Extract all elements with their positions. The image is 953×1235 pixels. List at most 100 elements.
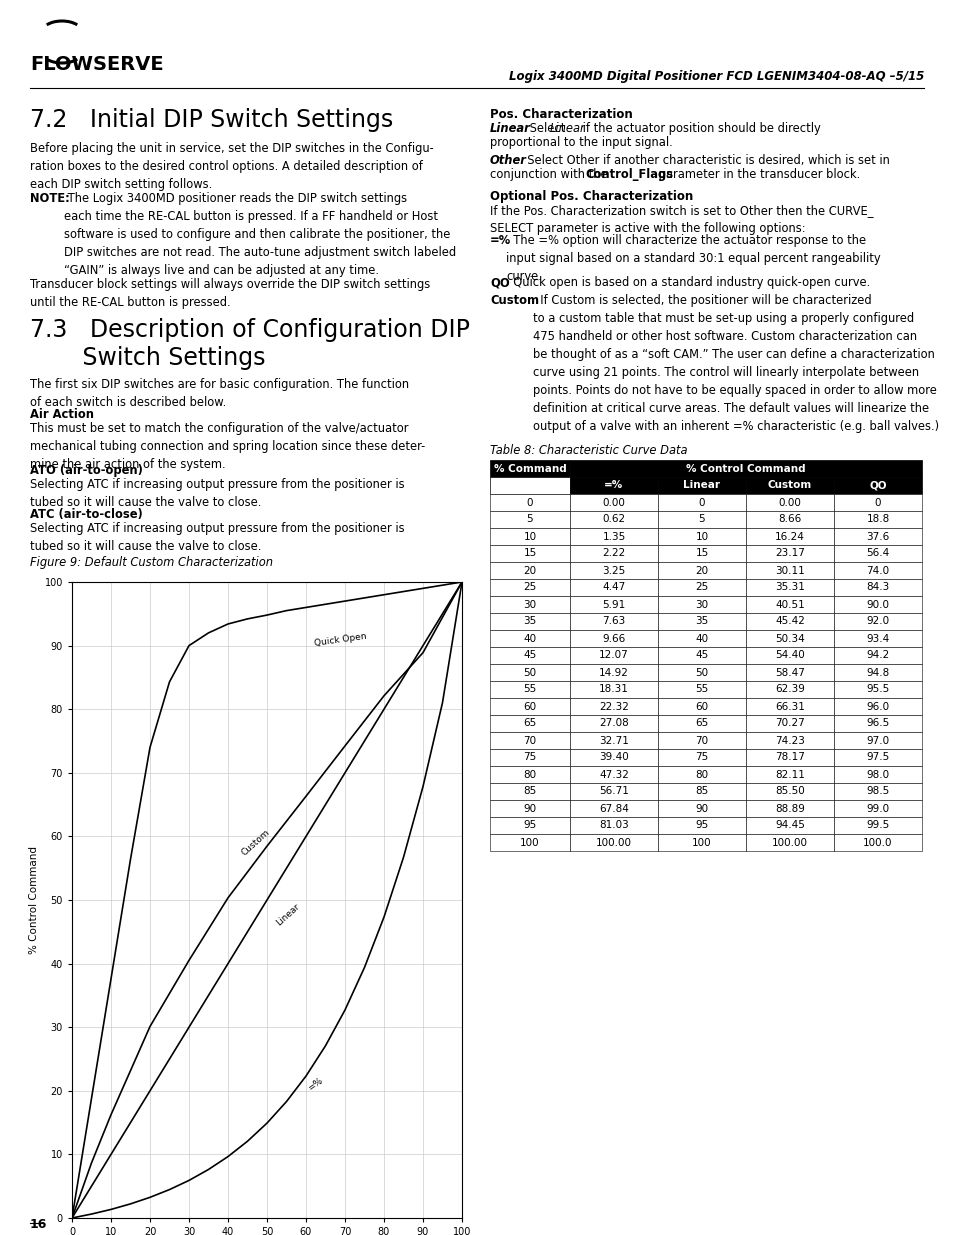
Text: 85.50: 85.50 (774, 787, 804, 797)
Bar (658, 477, 745, 494)
Bar (569, 529, 658, 545)
Bar (745, 748, 833, 766)
Bar (658, 664, 745, 680)
Text: 55: 55 (523, 684, 536, 694)
Bar (569, 562, 658, 579)
Text: 97.0: 97.0 (865, 736, 888, 746)
Bar (490, 800, 569, 818)
Text: 66.31: 66.31 (774, 701, 804, 711)
Text: 12.07: 12.07 (598, 651, 628, 661)
Text: 5: 5 (526, 515, 533, 525)
Bar (490, 597, 569, 613)
Text: 7.3   Description of Configuration DIP
       Switch Settings: 7.3 Description of Configuration DIP Swi… (30, 317, 470, 369)
Text: 58.47: 58.47 (774, 667, 804, 678)
Text: 98.5: 98.5 (865, 787, 889, 797)
Text: 5.91: 5.91 (601, 599, 625, 610)
Text: Selecting ATC if increasing output pressure from the positioner is
tubed so it w: Selecting ATC if increasing output press… (30, 522, 404, 553)
Bar (745, 494, 833, 511)
Bar (658, 732, 745, 748)
Text: 65: 65 (695, 719, 708, 729)
Bar (833, 715, 921, 732)
Text: 92.0: 92.0 (865, 616, 888, 626)
Text: Transducer block settings will always override the DIP switch settings
until the: Transducer block settings will always ov… (30, 278, 430, 309)
Text: 7.63: 7.63 (601, 616, 625, 626)
Text: 84.3: 84.3 (865, 583, 889, 593)
Text: 40: 40 (695, 634, 708, 643)
Text: 60: 60 (695, 701, 708, 711)
Text: Figure 9: Default Custom Characterization: Figure 9: Default Custom Characterizatio… (30, 556, 273, 569)
Text: 70: 70 (523, 736, 536, 746)
Bar (569, 698, 658, 715)
Text: 55: 55 (695, 684, 708, 694)
Text: Other: Other (490, 154, 526, 167)
Bar (569, 748, 658, 766)
Text: 0: 0 (874, 498, 881, 508)
Bar (833, 613, 921, 630)
Bar (490, 494, 569, 511)
Bar (569, 459, 921, 477)
Text: 23.17: 23.17 (774, 548, 804, 558)
Text: 60: 60 (523, 701, 536, 711)
Text: 30.11: 30.11 (774, 566, 804, 576)
Bar (569, 647, 658, 664)
Text: Before placing the unit in service, set the DIP switches in the Configu-
ration : Before placing the unit in service, set … (30, 142, 434, 191)
Bar (833, 818, 921, 834)
Text: 93.4: 93.4 (865, 634, 889, 643)
Text: 45.42: 45.42 (774, 616, 804, 626)
Bar (490, 545, 569, 562)
Text: 30: 30 (523, 599, 536, 610)
Text: 3.25: 3.25 (601, 566, 625, 576)
Text: 75: 75 (695, 752, 708, 762)
Text: =%: =% (604, 480, 623, 490)
Bar (490, 511, 569, 529)
Text: 16: 16 (30, 1218, 48, 1231)
Text: Control_Flags: Control_Flags (584, 168, 673, 182)
Bar (658, 800, 745, 818)
Text: 16.24: 16.24 (774, 531, 804, 541)
Text: 99.5: 99.5 (865, 820, 889, 830)
Text: The first six DIP switches are for basic configuration. The function
of each swi: The first six DIP switches are for basic… (30, 378, 409, 409)
Bar (833, 545, 921, 562)
Text: 81.03: 81.03 (598, 820, 628, 830)
Text: 54.40: 54.40 (774, 651, 804, 661)
Bar (490, 834, 569, 851)
Text: 94.2: 94.2 (865, 651, 889, 661)
Bar (833, 562, 921, 579)
Text: 100: 100 (519, 837, 539, 847)
Bar (569, 818, 658, 834)
Text: 8.66: 8.66 (778, 515, 801, 525)
Bar (569, 597, 658, 613)
Bar (833, 698, 921, 715)
Bar (569, 732, 658, 748)
Text: =%: =% (306, 1076, 324, 1093)
Text: 90.0: 90.0 (865, 599, 888, 610)
Bar (569, 680, 658, 698)
Bar (745, 834, 833, 851)
Text: 18.31: 18.31 (598, 684, 628, 694)
Text: 100.0: 100.0 (862, 837, 892, 847)
Bar (569, 477, 658, 494)
Text: 70: 70 (695, 736, 708, 746)
Text: Linear: Linear (550, 122, 585, 135)
Text: 35: 35 (523, 616, 536, 626)
Text: Custom: Custom (767, 480, 811, 490)
Text: 1.35: 1.35 (601, 531, 625, 541)
Text: 45: 45 (695, 651, 708, 661)
Text: 90: 90 (523, 804, 536, 814)
Text: Select Other if another characteristic is desired, which is set in: Select Other if another characteristic i… (519, 154, 889, 167)
Text: 32.71: 32.71 (598, 736, 628, 746)
Bar (569, 613, 658, 630)
Bar (658, 630, 745, 647)
Bar (490, 715, 569, 732)
Bar (569, 630, 658, 647)
Text: 2.22: 2.22 (601, 548, 625, 558)
Text: Selecting ATC if increasing output pressure from the positioner is
tubed so it w: Selecting ATC if increasing output press… (30, 478, 404, 509)
Text: 94.45: 94.45 (774, 820, 804, 830)
Bar (745, 545, 833, 562)
Text: If the Pos. Characterization switch is set to Other then the CURVE_
SELECT param: If the Pos. Characterization switch is s… (490, 204, 873, 235)
Text: 35: 35 (695, 616, 708, 626)
Text: 67.84: 67.84 (598, 804, 628, 814)
Bar (490, 529, 569, 545)
Bar (833, 680, 921, 698)
Text: QO: QO (868, 480, 886, 490)
